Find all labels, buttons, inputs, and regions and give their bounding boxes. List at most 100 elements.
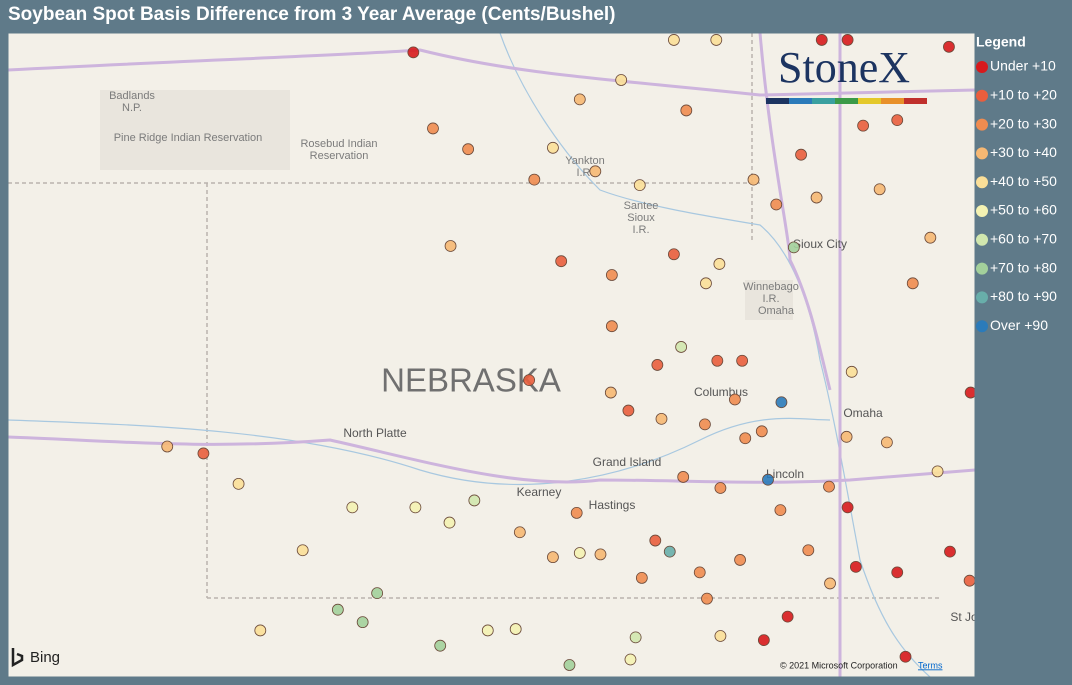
logo-bar [789, 98, 812, 104]
elevator-point [622, 404, 635, 417]
elevator-point [547, 141, 559, 154]
map-label: N.P. [122, 102, 142, 114]
elevator-point [635, 572, 648, 584]
elevator-point [841, 501, 854, 514]
elevator-point [468, 494, 481, 507]
legend-swatch [976, 320, 988, 333]
elevator-point [161, 440, 174, 453]
elevator-point [840, 430, 853, 443]
map-label: Kearney [517, 485, 562, 499]
map-label: Rosebud Indian [300, 138, 377, 150]
legend-item: +10 to +20 [990, 87, 1057, 103]
elevator-point [481, 624, 494, 637]
elevator-point [615, 74, 628, 86]
map-label: Sioux City [793, 237, 847, 251]
elevator-point [944, 545, 956, 558]
elevator-point [943, 40, 955, 53]
elevator-point [823, 480, 835, 493]
elevator-point [232, 477, 245, 490]
elevator-point [407, 46, 420, 59]
elevator-point [906, 277, 919, 290]
elevator-point [729, 393, 741, 406]
legend-item: Under +10 [990, 58, 1056, 74]
elevator-point [624, 653, 637, 666]
map-label: Lincoln [766, 467, 804, 481]
legend-swatch [976, 291, 988, 304]
elevator-point [371, 587, 384, 600]
elevator-point [714, 482, 727, 494]
elevator-point [356, 616, 369, 629]
elevator-point [444, 240, 457, 252]
elevator-point [899, 650, 912, 663]
elevator-point [845, 365, 858, 378]
elevator-point [555, 255, 568, 268]
elevator-point [296, 544, 309, 557]
elevator-point [700, 277, 712, 290]
elevator-point [523, 374, 536, 387]
elevator-point [747, 173, 760, 186]
terms-link[interactable]: Terms [918, 660, 943, 670]
legend-item: +80 to +90 [990, 288, 1057, 304]
elevator-point [736, 354, 749, 367]
elevator-point [629, 631, 642, 644]
elevator-point [604, 386, 617, 399]
map-label: Winnebago [743, 281, 799, 293]
map-label: I.R. [762, 293, 779, 305]
elevator-point [714, 630, 727, 642]
elevator-point [787, 241, 800, 254]
legend-swatch [976, 205, 988, 217]
elevator-point [841, 34, 854, 46]
elevator-point [509, 623, 522, 635]
elevator-point [675, 341, 688, 353]
map-label: I.R. [576, 167, 593, 179]
elevator-point [710, 34, 723, 46]
elevator-point [667, 248, 680, 261]
reservation-area [745, 280, 793, 320]
elevator-point [963, 574, 975, 587]
legend-item: +30 to +40 [990, 144, 1057, 160]
elevator-point [891, 566, 904, 579]
elevator-point [810, 191, 823, 204]
logo-bar [766, 98, 789, 104]
elevator-point [513, 526, 526, 539]
elevator-point [891, 114, 904, 127]
title: Soybean Spot Basis Difference from 3 Yea… [8, 4, 616, 25]
legend-item: +60 to +70 [990, 231, 1057, 247]
elevator-point [651, 359, 664, 371]
elevator-point [331, 603, 344, 616]
logo: StoneX [778, 43, 910, 92]
bing-logo: Bing [30, 649, 60, 666]
map-label: Reservation [310, 150, 369, 162]
map-label: St Jo [950, 610, 978, 624]
legend-swatch [976, 89, 988, 102]
elevator-point [346, 501, 359, 514]
elevator-point [594, 548, 607, 561]
elevator-point [680, 104, 693, 117]
map-label: Hastings [589, 498, 636, 512]
map-label: Sioux [627, 212, 655, 224]
logo-bar [812, 98, 835, 104]
map-label: Santee [624, 200, 659, 212]
elevator-point [573, 547, 586, 559]
logo-bar [881, 98, 904, 104]
elevator-point [699, 418, 711, 431]
map-label: Badlands [109, 90, 155, 102]
elevator-point [667, 34, 680, 46]
logo-bar [835, 98, 858, 104]
reservation-area [100, 90, 290, 170]
elevator-point [713, 258, 726, 270]
map-label: North Platte [343, 426, 407, 440]
legend-swatch [976, 61, 988, 73]
elevator-point [824, 577, 836, 590]
elevator-point [409, 501, 422, 514]
elevator-point [573, 93, 586, 106]
elevator-point [711, 354, 724, 367]
elevator-point [781, 610, 794, 623]
elevator-point [655, 412, 668, 425]
elevator-point [931, 465, 944, 478]
elevator-point [633, 179, 646, 192]
map-label: Yankton [565, 155, 605, 167]
elevator-point [734, 554, 746, 566]
